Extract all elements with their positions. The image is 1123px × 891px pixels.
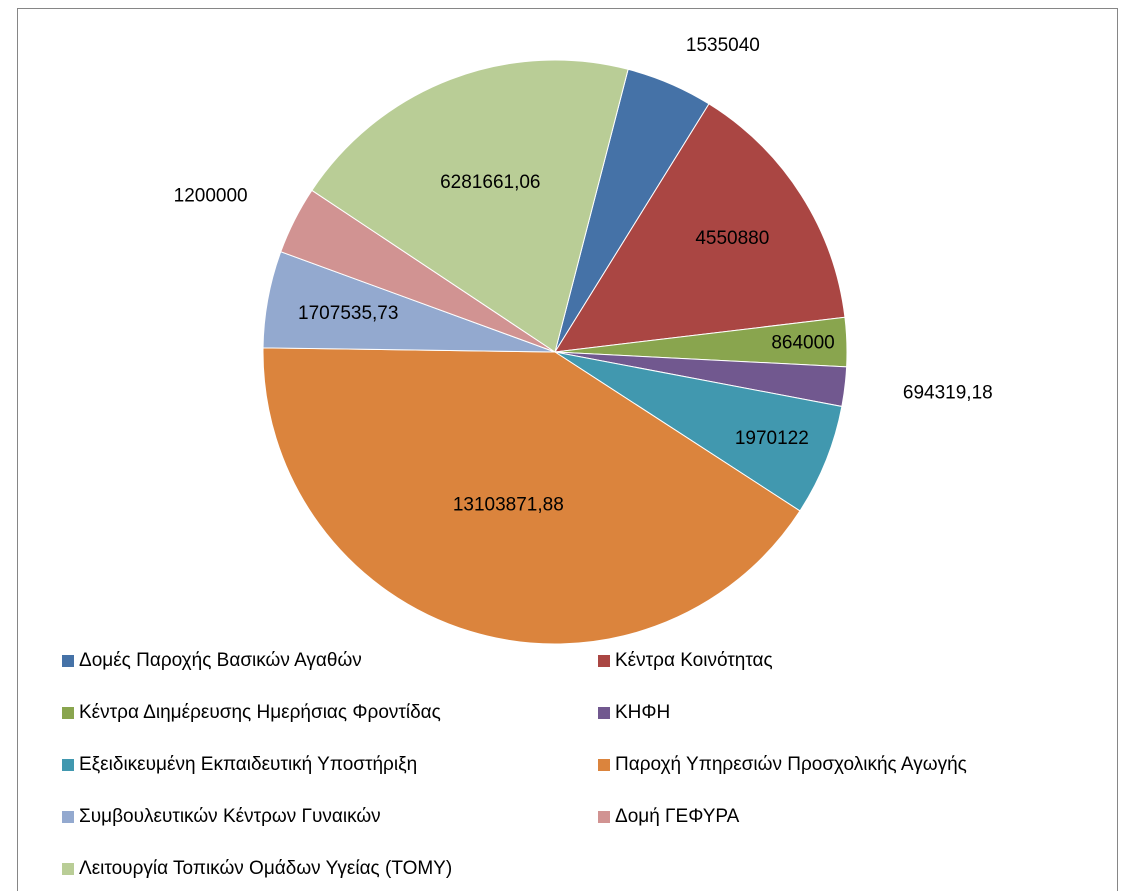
data-label: 6281661,06	[440, 172, 540, 193]
legend-swatch	[598, 655, 610, 667]
legend-label: Δομή ΓΕΦΥΡΑ	[615, 806, 740, 827]
legend-label: Εξειδικευμένη Εκπαιδευτική Υποστήριξη	[79, 754, 417, 775]
data-label: 1200000	[174, 185, 248, 206]
legend-label: ΚΗΦΗ	[615, 702, 670, 723]
data-label: 4550880	[695, 228, 769, 249]
data-label: 1970122	[735, 428, 809, 449]
data-label: 1707535,73	[298, 303, 398, 324]
legend-swatch	[598, 811, 610, 823]
legend-swatch	[598, 707, 610, 719]
legend-label: Κέντρα Διημέρευσης Ημερήσιας Φροντίδας	[79, 702, 441, 723]
legend-label: Κέντρα Κοινότητας	[615, 650, 773, 671]
legend-swatch	[62, 811, 74, 823]
data-label: 694319,18	[903, 383, 993, 404]
legend-label: Δομές Παροχής Βασικών Αγαθών	[79, 650, 362, 671]
legend-label: Παροχή Υπηρεσιών Προσχολικής Αγωγής	[615, 754, 967, 775]
legend-label: Συμβουλευτικών Κέντρων Γυναικών	[79, 806, 381, 827]
pie-slice	[554, 103, 846, 353]
legend-swatch	[62, 707, 74, 719]
pie-slice	[311, 59, 629, 353]
pie-slice	[262, 347, 801, 645]
legend-label: Λειτουργία Τοπικών Ομάδων Υγείας (ΤΟΜΥ)	[79, 858, 452, 879]
legend-swatch	[62, 655, 74, 667]
data-label: 13103871,88	[453, 495, 564, 516]
data-label: 1535040	[686, 35, 760, 56]
legend-swatch	[598, 759, 610, 771]
legend-swatch	[62, 863, 74, 875]
legend-swatch	[62, 759, 74, 771]
data-label: 864000	[771, 333, 834, 354]
